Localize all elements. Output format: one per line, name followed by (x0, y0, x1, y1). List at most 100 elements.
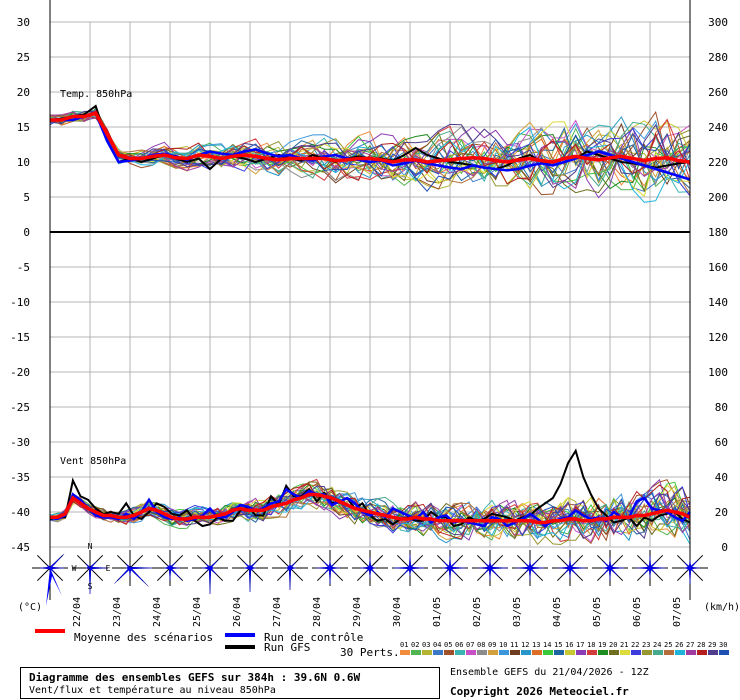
legend-pert-swatch (620, 650, 630, 655)
wind-rose-petals (163, 562, 182, 581)
right-tick-label: 180 (708, 226, 728, 239)
wind-rose-long-petal (46, 568, 62, 606)
left-unit-label: (°C) (18, 602, 42, 613)
wind-rose-petals (285, 562, 297, 591)
legend-pert-number: 26 (675, 641, 683, 649)
right-tick-label: 60 (715, 436, 728, 449)
wind-rose-spoke (156, 567, 171, 582)
legend-pert-swatch (411, 650, 421, 655)
legend-pert-swatch (708, 650, 718, 655)
legend-pert-swatch (664, 650, 674, 655)
perturbation-line (49, 492, 691, 537)
wind-rose-petals (515, 559, 545, 581)
wind-rose-petals (393, 553, 425, 577)
legend-pert-number: 02 (411, 641, 419, 649)
legend-pert-swatch (521, 650, 531, 655)
legend-pert-swatch (642, 650, 652, 655)
right-tick-label: 240 (708, 121, 728, 134)
legend-pert-number: 04 (433, 641, 441, 649)
legend-pert-number: 30 (719, 641, 727, 649)
right-tick-label: 260 (708, 86, 728, 99)
legend-pert-number: 09 (488, 641, 496, 649)
x-tick-label: 24/04 (152, 597, 163, 627)
left-tick-label: -10 (10, 296, 30, 309)
legend-pert-number: 22 (631, 641, 639, 649)
right-tick-label: 300 (708, 16, 728, 29)
legend-pert-number: 14 (543, 641, 551, 649)
right-unit-label: (km/h) (704, 602, 740, 613)
x-tick-label: 01/05 (432, 597, 443, 627)
right-tick-label: 80 (715, 401, 728, 414)
wind-rose-petals (114, 563, 153, 587)
left-tick-label: 20 (17, 86, 30, 99)
left-tick-label: 5 (23, 191, 30, 204)
legend-pert-number: 15 (554, 641, 562, 649)
x-tick-label: 27/04 (272, 597, 283, 627)
legend-pert-swatch (609, 650, 619, 655)
right-tick-label: 160 (708, 261, 728, 274)
perturbation-line (49, 113, 691, 192)
legend-pert-swatch (719, 650, 729, 655)
legend-pert-swatch (422, 650, 432, 655)
legend-pert-swatch (543, 650, 553, 655)
x-tick-label: 05/05 (592, 597, 603, 627)
legend-pert-swatch (466, 650, 476, 655)
legend-pert-number: 10 (499, 641, 507, 649)
wind-rose-petals (601, 557, 625, 581)
legend-pert-swatch (675, 650, 685, 655)
legend-pert-number: 17 (576, 641, 584, 649)
x-tick-label: 04/05 (552, 597, 563, 627)
right-tick-label: 40 (715, 471, 728, 484)
wind-rose-petals (39, 553, 65, 573)
legend-pert-number: 16 (565, 641, 573, 649)
legend-pert-number: 23 (642, 641, 650, 649)
left-tick-label: 30 (17, 16, 30, 29)
left-tick-label: -25 (10, 401, 30, 414)
right-tick-label: 120 (708, 331, 728, 344)
wind-rose-petals (441, 555, 467, 583)
legend-pert-number: 24 (653, 641, 661, 649)
legend-pert-number: 03 (422, 641, 430, 649)
legend-pert-number: 05 (444, 641, 452, 649)
wind-rose-spoke (36, 567, 51, 582)
legend: Moyenne des scénarios Run de contrôleRun … (35, 629, 729, 659)
left-tick-label: -35 (10, 471, 30, 484)
legend-pert-number: 13 (532, 641, 540, 649)
left-tick-label: 15 (17, 121, 30, 134)
right-tick-label: 280 (708, 51, 728, 64)
wind-rose-petals (315, 559, 341, 585)
wind-rose-petals (243, 560, 258, 593)
legend-pert-number: 21 (620, 641, 628, 649)
legend-pert-swatch (653, 650, 663, 655)
left-tick-label: -40 (10, 506, 30, 519)
wind-rose-petals (201, 559, 219, 595)
left-tick-label: 10 (17, 156, 30, 169)
copyright: Copyright 2026 Meteociel.fr (450, 685, 629, 698)
legend-pert-swatch (510, 650, 520, 655)
legend-pert-number: 08 (477, 641, 485, 649)
legend-pert-swatch (576, 650, 586, 655)
legend-pert-number: 29 (708, 641, 716, 649)
x-tick-label: 30/04 (392, 597, 403, 627)
x-tick-label: 03/05 (512, 597, 523, 627)
legend-pert-number: 01 (400, 641, 408, 649)
left-tick-label: -45 (10, 541, 30, 554)
legend-perts-label: 30 Perts. (340, 646, 400, 659)
left-tick-label: 0 (23, 226, 30, 239)
legend-pert-number: 27 (686, 641, 694, 649)
wind-panel: -5-10-15-20-25-30-35-40-4516014012010080… (10, 0, 728, 600)
wind-rose-spoke (236, 567, 251, 582)
legend-control-label: Run de contrôle (264, 631, 363, 644)
legend-pert-swatch (400, 650, 410, 655)
x-tick-label: 28/04 (312, 597, 323, 627)
legend-pert-number: 25 (664, 641, 672, 649)
info-box: Diagramme des ensembles GEFS sur 384h : … (20, 667, 440, 699)
legend-pert-number: 19 (598, 641, 606, 649)
legend-pert-swatch (488, 650, 498, 655)
legend-pert-swatch (697, 650, 707, 655)
right-tick-label: 200 (708, 191, 728, 204)
x-tick-label: 07/05 (672, 597, 683, 627)
left-tick-label: 25 (17, 51, 30, 64)
legend-pert-swatch (499, 650, 509, 655)
x-tick-label: 22/04 (72, 597, 83, 627)
